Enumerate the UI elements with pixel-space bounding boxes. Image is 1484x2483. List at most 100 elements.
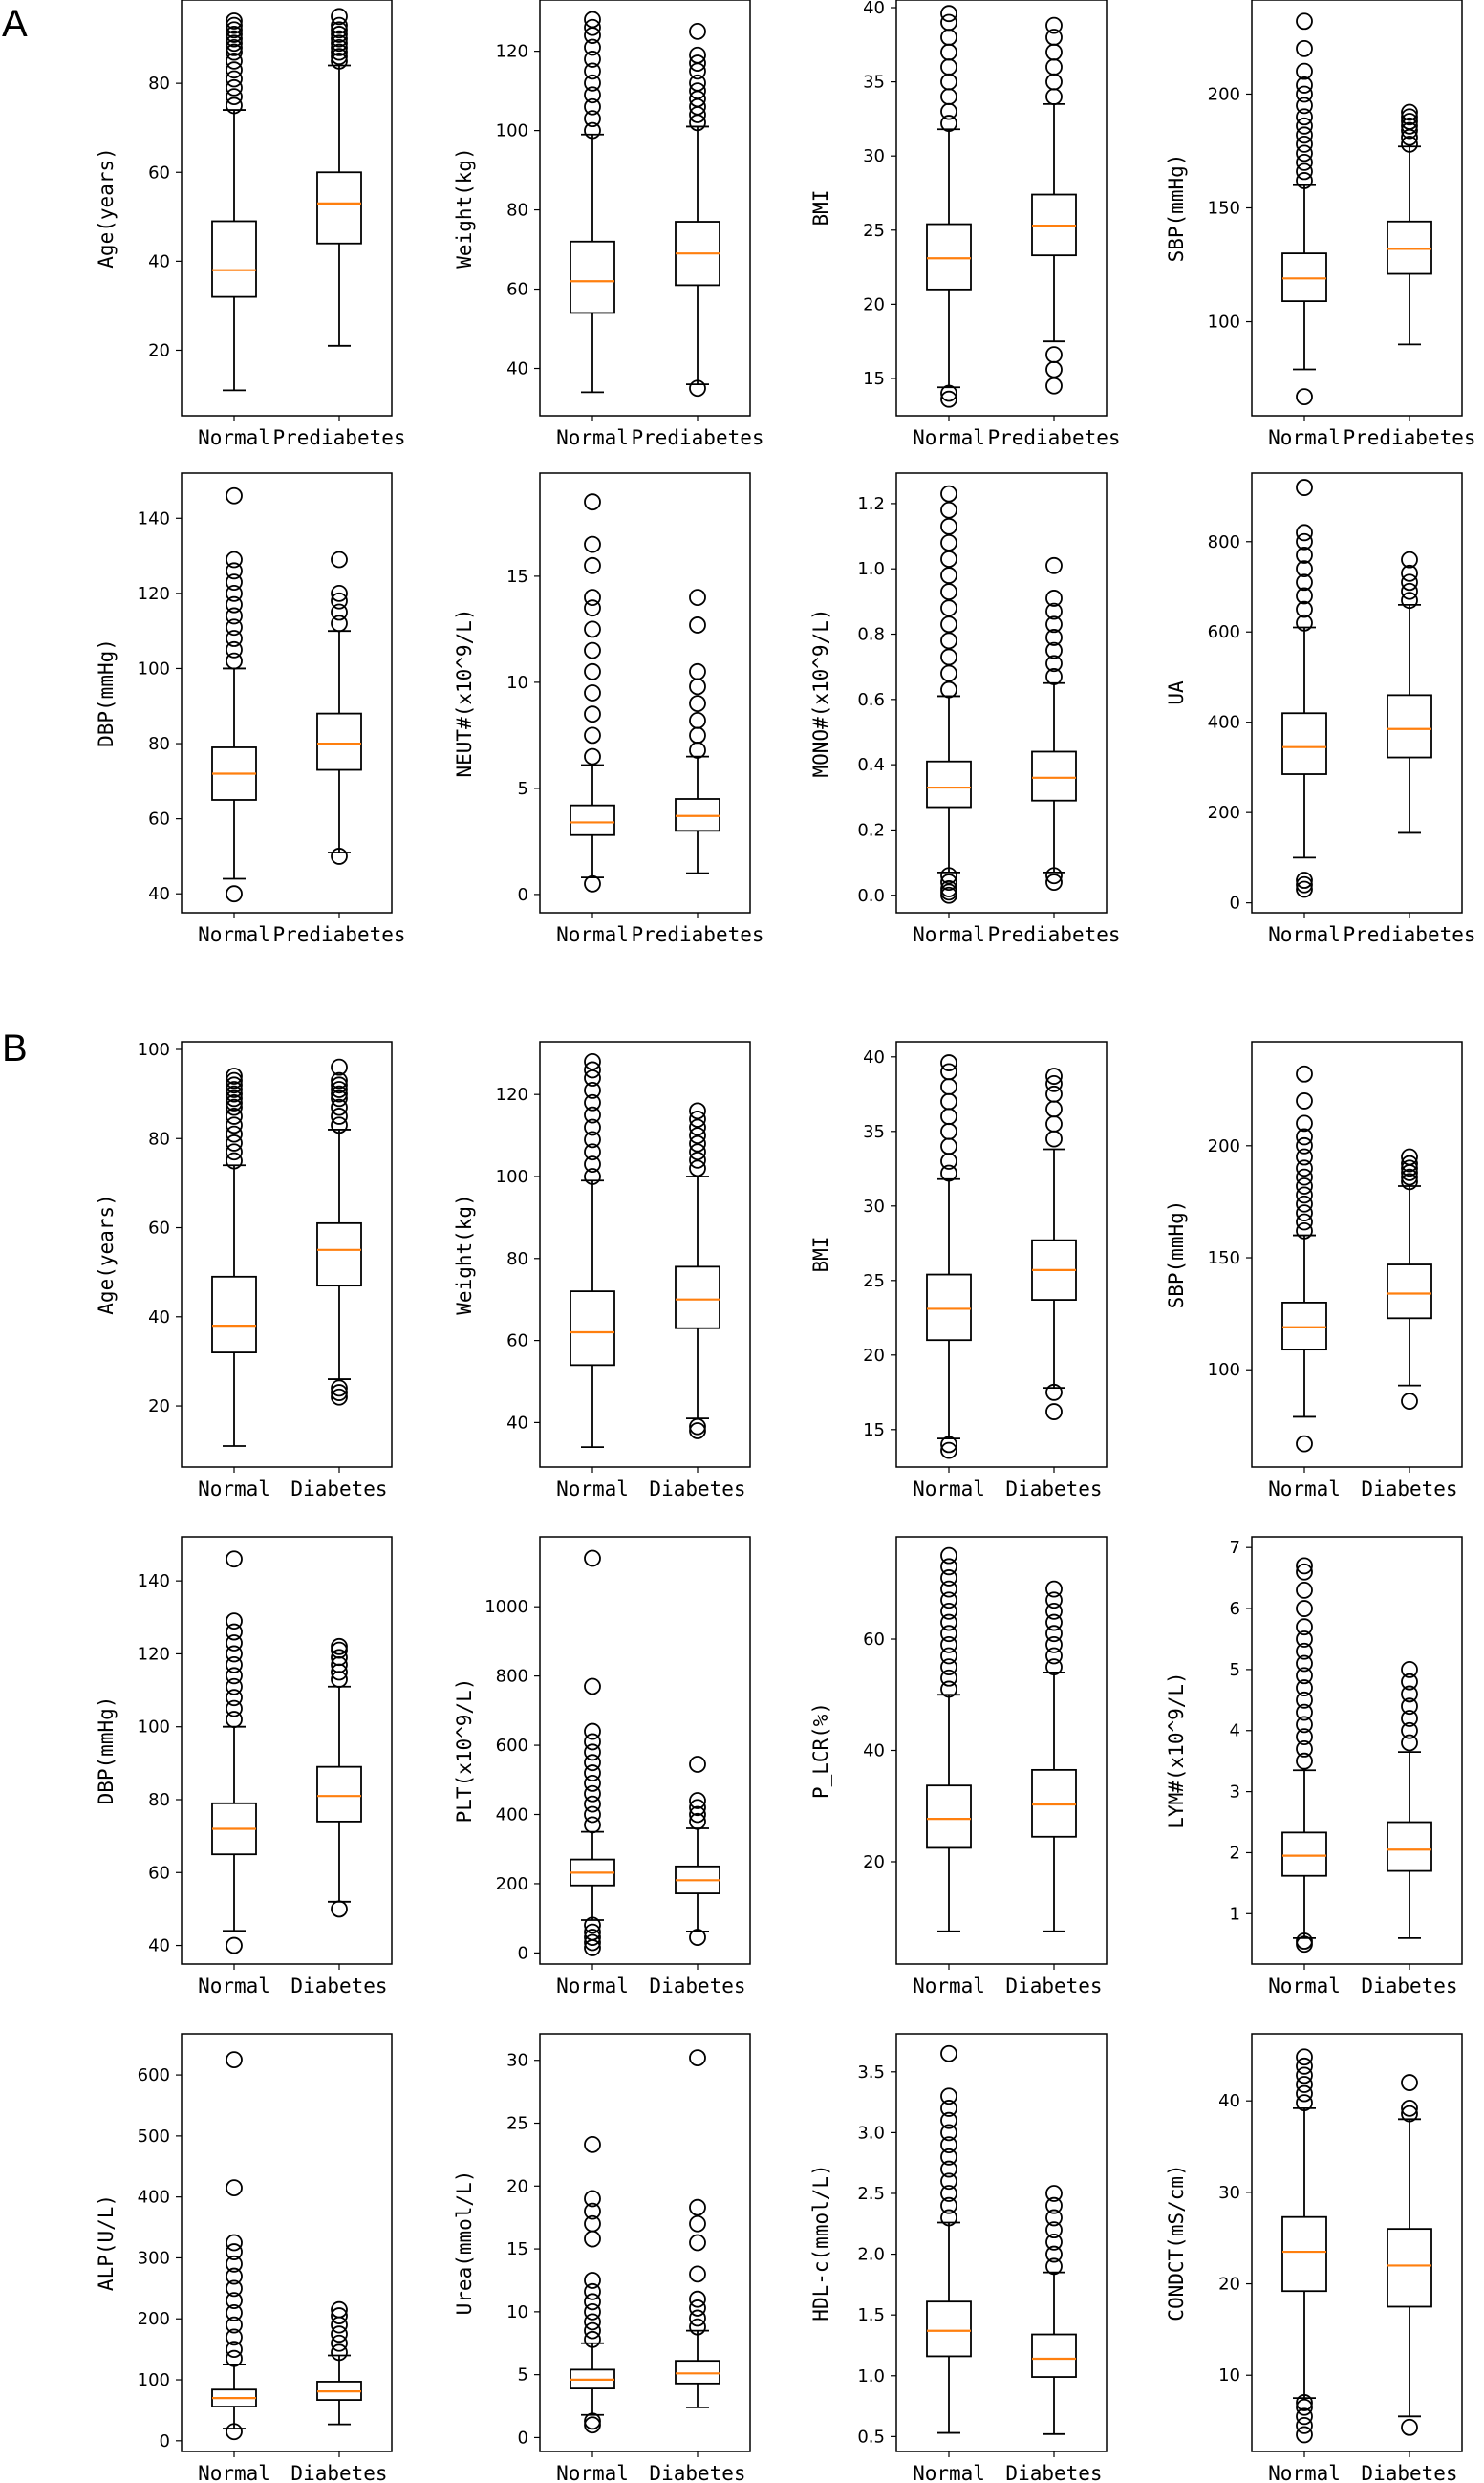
y-tick-label: 30 <box>506 2051 528 2071</box>
outlier-point <box>1045 1635 1063 1653</box>
y-tick-label: 30 <box>863 146 885 166</box>
outlier-point <box>940 5 957 23</box>
x-tick-label: Normal <box>198 1478 270 1501</box>
outlier-point <box>331 30 348 48</box>
outlier-point <box>226 21 243 39</box>
outlier-point <box>584 620 601 638</box>
outlier-point <box>940 29 957 46</box>
outlier-point <box>940 2160 957 2178</box>
iqr-box <box>675 1265 720 1329</box>
y-tick-label: 100 <box>496 1167 528 1187</box>
chart-18: 0 5 10 15 20 25 30 Urea(mmol/L) Normal Diabetes <box>453 2033 751 2483</box>
outlier-point <box>584 1733 601 1751</box>
y-tick-label: 5 <box>518 779 528 799</box>
outlier-point <box>226 2328 243 2346</box>
outlier-point <box>331 43 348 61</box>
outlier-point <box>1045 88 1063 106</box>
outlier-point <box>331 1388 348 1406</box>
iqr-box <box>316 712 362 771</box>
box-diabetes: Diabetes <box>1005 2185 1103 2483</box>
outlier-point <box>1296 872 1313 889</box>
outlier-point <box>331 2307 348 2324</box>
outlier-point <box>689 678 706 696</box>
box-prediabetes: Prediabetes <box>987 556 1121 946</box>
outlier-point <box>584 2214 601 2233</box>
outlier-point <box>1045 867 1063 885</box>
plot-frame <box>1251 1536 1463 1965</box>
outlier-point <box>1401 1685 1418 1703</box>
outlier-point <box>1296 1642 1313 1660</box>
outlier-point <box>1296 2084 1313 2103</box>
outlier-point <box>689 1159 706 1177</box>
outlier-point <box>1296 1065 1313 1083</box>
x-tick-label: Prediabetes <box>987 923 1120 946</box>
plot-frame <box>181 472 393 914</box>
y-axis-label: SBP(mmHg) <box>1165 1200 1188 1309</box>
outlier-point <box>1296 1600 1313 1617</box>
outlier-point <box>1045 360 1063 378</box>
box-diabetes: Diabetes <box>1361 1660 1458 1997</box>
outlier-point <box>331 1649 348 1667</box>
outlier-point <box>226 1098 243 1116</box>
outlier-point <box>331 1071 348 1090</box>
box-normal: Normal <box>556 1549 629 1997</box>
outlier-point <box>1045 346 1063 364</box>
outlier-point <box>1296 172 1313 189</box>
y-tick-label: 0 <box>1230 894 1240 914</box>
outlier-point <box>331 2300 348 2319</box>
y-tick-label: 40 <box>148 1936 170 1956</box>
outlier-point <box>1296 126 1313 144</box>
outlier-point <box>226 1612 243 1630</box>
outlier-point <box>1401 1168 1418 1186</box>
y-tick-label: 7 <box>1230 1538 1240 1558</box>
outlier-point <box>940 599 957 617</box>
y-tick-label: 200 <box>138 2309 170 2329</box>
outlier-point <box>584 1784 601 1803</box>
outlier-point <box>1045 1658 1063 1676</box>
outlier-point <box>1296 1221 1313 1240</box>
outlier-point <box>940 1441 957 1459</box>
outlier-point <box>940 867 957 885</box>
y-axis-label: BMI <box>809 190 832 227</box>
x-tick-label: Normal <box>556 923 629 946</box>
outlier-point <box>331 1384 348 1401</box>
y-axis-label: DBP(mmHg) <box>95 1696 118 1805</box>
y-tick-label: 0.4 <box>857 755 885 775</box>
y-tick-label: 120 <box>496 42 528 62</box>
outlier-point <box>331 603 348 621</box>
x-tick-label: Prediabetes <box>987 426 1120 449</box>
outlier-point <box>940 115 957 132</box>
outlier-point <box>226 573 243 591</box>
y-tick-label: 40 <box>148 1307 170 1328</box>
outlier-point <box>1045 1383 1063 1401</box>
outlier-point <box>584 110 601 128</box>
y-tick-label: 10 <box>1218 2365 1240 2386</box>
outlier-point <box>940 58 957 76</box>
y-tick-label: 15 <box>863 1420 885 1440</box>
outlier-point <box>226 1094 243 1112</box>
iqr-box <box>1281 1302 1327 1351</box>
outlier-point <box>940 2044 957 2062</box>
outlier-point <box>1045 590 1063 607</box>
outlier-point <box>584 2302 601 2321</box>
outlier-point <box>689 695 706 712</box>
iqr-box <box>570 240 615 314</box>
outlier-point <box>226 1711 243 1728</box>
outlier-point <box>1045 1403 1063 1420</box>
plot-frame <box>539 2033 751 2452</box>
outlier-point <box>226 1667 243 1685</box>
outlier-point <box>584 2313 601 2331</box>
x-tick-label: Normal <box>913 1478 985 1501</box>
iqr-box <box>570 804 615 836</box>
chart-13: 40 60 80 100 120 140 DBP(mmHg) Normal Diabetes <box>95 1536 393 1997</box>
y-tick-label: 150 <box>1208 199 1240 219</box>
x-tick-label: Diabetes <box>1005 1975 1102 1997</box>
outlier-point <box>940 2100 957 2117</box>
chart-14: 0 200 400 600 800 1000 PLT(x10^9/L) Normal Diabe… <box>453 1536 751 1997</box>
outlier-point <box>1296 1932 1313 1950</box>
iqr-box <box>316 1221 362 1287</box>
iqr-box <box>316 1765 362 1823</box>
outlier-point <box>584 1929 601 1946</box>
plot-frame <box>1251 0 1463 417</box>
outlier-point <box>584 1093 601 1112</box>
